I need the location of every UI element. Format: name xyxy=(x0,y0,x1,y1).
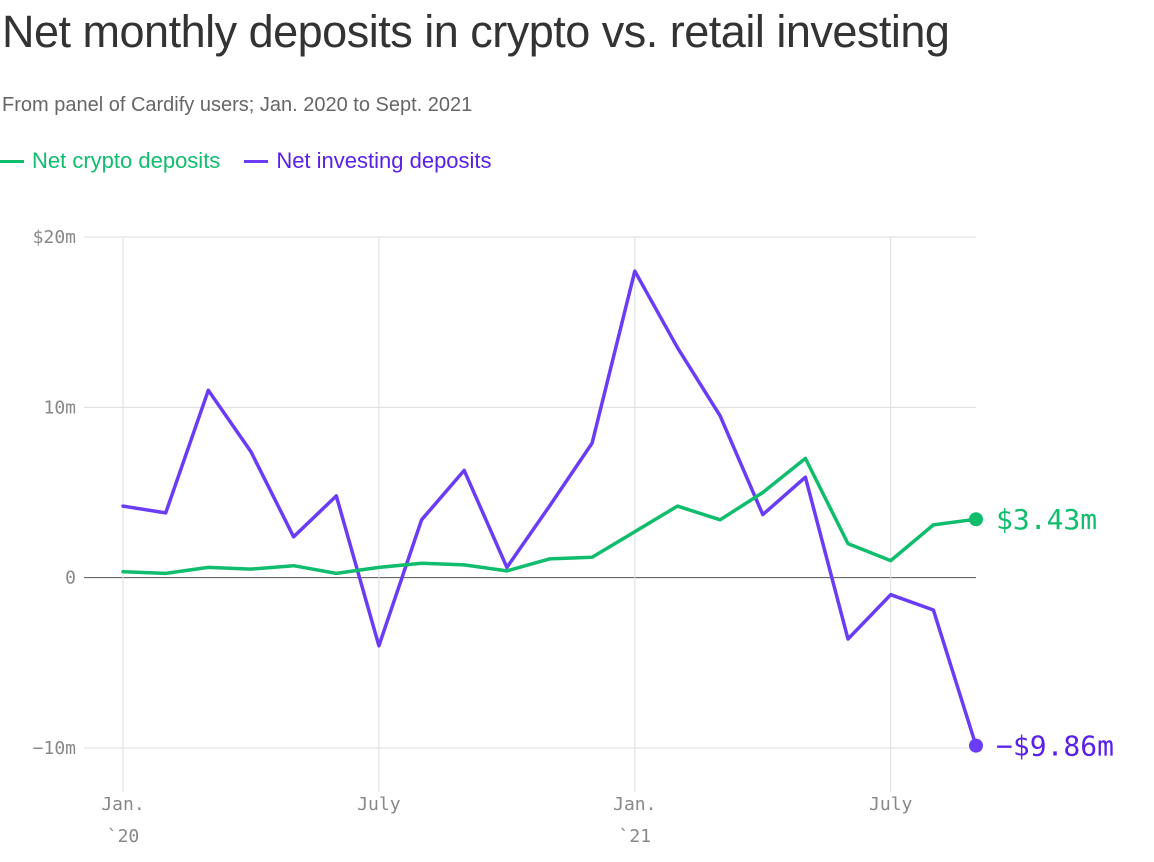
series-line-crypto xyxy=(121,456,978,576)
legend-swatch-investing xyxy=(244,159,269,163)
legend-label-crypto: Net crypto deposits xyxy=(32,148,221,173)
legend-item-crypto: Net crypto deposits xyxy=(0,148,220,174)
end-label-investing: −$9.86m xyxy=(996,730,1114,763)
x-tick-label-year: `21 xyxy=(619,826,652,847)
y-tick-label: 10m xyxy=(43,397,76,418)
x-tick-label: Jan. xyxy=(613,794,656,815)
legend-item-investing: Net investing deposits xyxy=(244,148,492,174)
chart-subtitle: From panel of Cardify users; Jan. 2020 t… xyxy=(2,94,473,116)
end-label-crypto: $3.43m xyxy=(996,503,1097,536)
legend: Net crypto deposits Net investing deposi… xyxy=(0,148,516,174)
x-tick-label: July xyxy=(357,794,401,815)
end-point-investing xyxy=(969,738,983,753)
chart-title: Net monthly deposits in crypto vs. retai… xyxy=(2,6,950,57)
x-tick-label: Jan. xyxy=(101,794,144,815)
legend-label-investing: Net investing deposits xyxy=(276,148,492,173)
legend-swatch-crypto xyxy=(0,159,24,163)
x-tick-label: July xyxy=(869,794,913,815)
y-tick-label: −10m xyxy=(33,738,76,759)
y-tick-label: 0 xyxy=(65,568,76,589)
x-tick-label-year: `20 xyxy=(107,826,140,847)
y-tick-label: $20m xyxy=(33,227,76,248)
series-line-investing xyxy=(121,269,978,748)
end-point-crypto xyxy=(969,512,983,527)
